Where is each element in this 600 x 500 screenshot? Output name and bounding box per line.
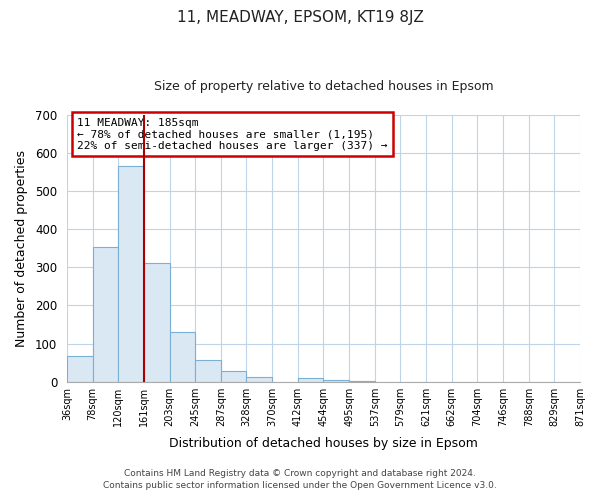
Title: Size of property relative to detached houses in Epsom: Size of property relative to detached ho… bbox=[154, 80, 493, 93]
Bar bbox=[323, 380, 349, 382]
Text: 11, MEADWAY, EPSOM, KT19 8JZ: 11, MEADWAY, EPSOM, KT19 8JZ bbox=[176, 10, 424, 25]
Bar bbox=[67, 356, 92, 382]
Text: 11 MEADWAY: 185sqm
← 78% of detached houses are smaller (1,195)
22% of semi-deta: 11 MEADWAY: 185sqm ← 78% of detached hou… bbox=[77, 118, 388, 151]
Bar bbox=[298, 378, 323, 382]
Bar bbox=[247, 376, 272, 382]
Bar bbox=[92, 247, 118, 382]
Bar bbox=[144, 263, 170, 382]
Text: Contains HM Land Registry data © Crown copyright and database right 2024.
Contai: Contains HM Land Registry data © Crown c… bbox=[103, 468, 497, 490]
Y-axis label: Number of detached properties: Number of detached properties bbox=[15, 150, 28, 347]
X-axis label: Distribution of detached houses by size in Epsom: Distribution of detached houses by size … bbox=[169, 437, 478, 450]
Bar bbox=[195, 360, 221, 382]
Bar bbox=[349, 380, 375, 382]
Bar bbox=[170, 332, 195, 382]
Bar bbox=[221, 372, 247, 382]
Bar bbox=[118, 166, 144, 382]
